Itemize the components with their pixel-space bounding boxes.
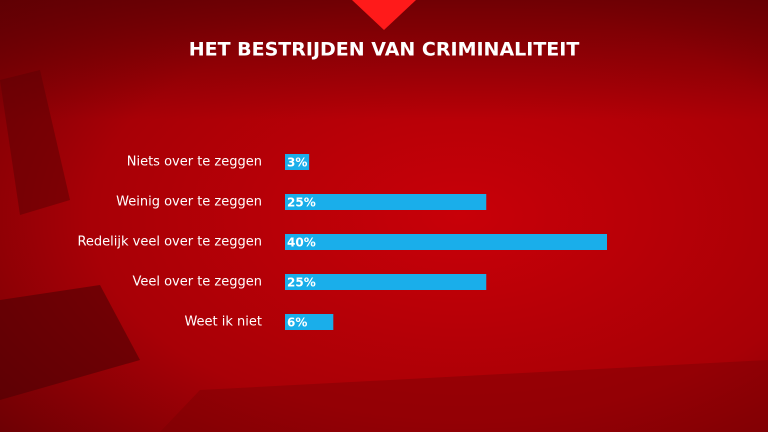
chart-title: HET BESTRIJDEN VAN CRIMINALITEIT <box>189 39 580 61</box>
bar <box>285 314 334 330</box>
background-shape <box>160 360 768 432</box>
background-shape <box>0 70 70 215</box>
value-label: 25% <box>287 196 316 210</box>
category-label: Niets over te zeggen <box>127 155 262 170</box>
value-label: 3% <box>287 156 307 170</box>
bar <box>285 194 487 210</box>
bar <box>285 154 310 170</box>
value-label: 40% <box>287 236 316 250</box>
value-label: 6% <box>287 316 307 330</box>
top-marker <box>352 0 416 30</box>
bar <box>285 234 607 250</box>
background-shape <box>0 285 140 400</box>
bar <box>285 274 487 290</box>
category-label: Redelijk veel over te zeggen <box>77 235 262 250</box>
category-label: Weet ik niet <box>184 315 262 330</box>
value-label: 25% <box>287 276 316 290</box>
category-label: Veel over te zeggen <box>132 275 262 290</box>
category-label: Weinig over te zeggen <box>116 195 262 210</box>
